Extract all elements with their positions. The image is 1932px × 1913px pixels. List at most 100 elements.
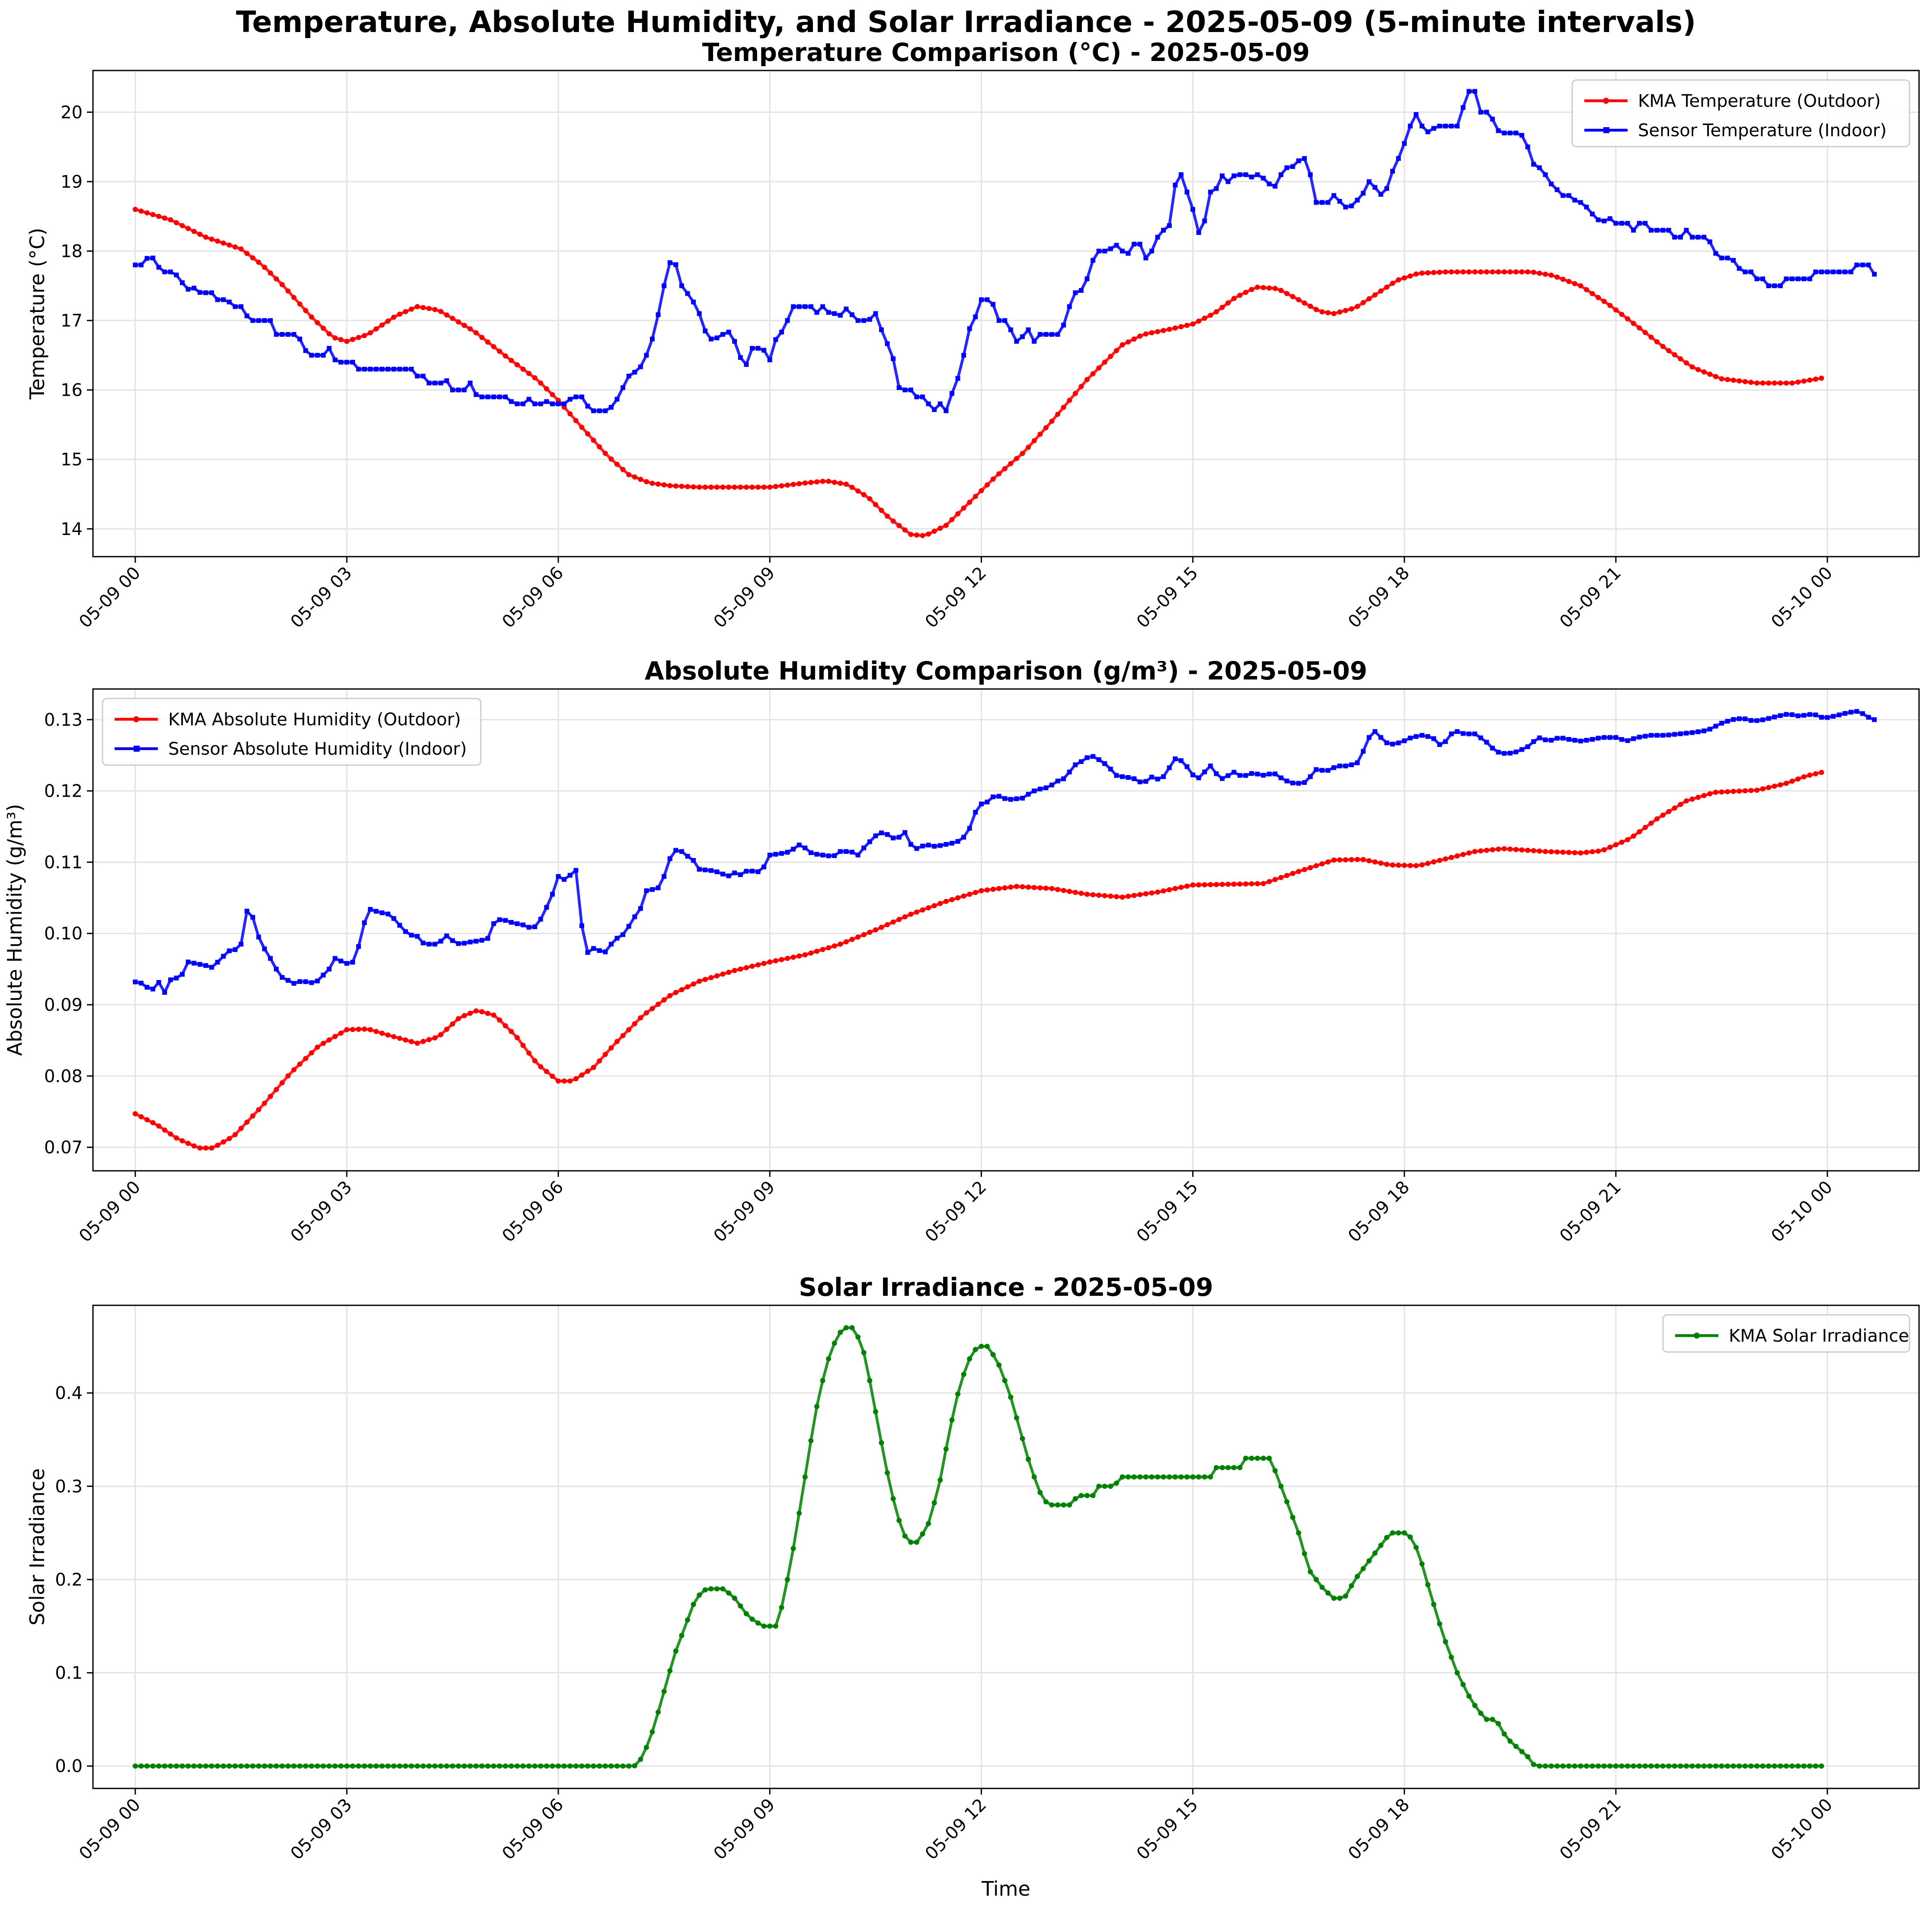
data-point: [1167, 887, 1172, 893]
legend-frame: [102, 698, 482, 766]
x-tick-label: 05-09 21: [1556, 563, 1625, 632]
data-point: [714, 973, 720, 979]
data-point: [509, 1029, 514, 1034]
data-point: [244, 250, 249, 256]
data-point: [526, 1050, 532, 1056]
data-point: [808, 1438, 814, 1443]
data-point: [1637, 221, 1642, 226]
data-point: [502, 1763, 508, 1769]
data-point: [1854, 709, 1859, 714]
data-point: [944, 408, 949, 413]
data-point: [1084, 276, 1090, 282]
data-point: [1390, 1530, 1395, 1536]
data-point: [1466, 850, 1472, 856]
data-point: [215, 297, 220, 302]
data-point: [920, 533, 925, 538]
data-point: [461, 323, 467, 328]
data-point: [1590, 291, 1595, 296]
data-point: [1178, 324, 1184, 330]
data-point: [656, 885, 661, 891]
data-point: [1702, 234, 1707, 240]
data-point: [1831, 269, 1836, 275]
data-point: [332, 1763, 338, 1769]
data-point: [1525, 144, 1530, 150]
data-point: [285, 288, 291, 294]
data-point: [1360, 857, 1366, 862]
data-point: [150, 212, 156, 218]
data-point: [303, 308, 308, 313]
data-point: [232, 244, 238, 250]
data-point: [1648, 228, 1654, 233]
data-point: [785, 482, 790, 488]
data-point: [1613, 221, 1619, 226]
data-point: [1402, 141, 1407, 146]
data-point: [1108, 893, 1113, 899]
data-point: [932, 407, 937, 412]
data-point: [1519, 747, 1524, 752]
data-point: [1331, 857, 1337, 863]
data-point: [1413, 271, 1419, 277]
data-point: [1202, 882, 1207, 888]
data-point: [785, 318, 790, 323]
data-point: [1414, 112, 1419, 117]
data-point: [714, 484, 720, 490]
data-point: [1102, 893, 1107, 898]
data-point: [832, 480, 837, 485]
data-point: [926, 905, 931, 910]
data-point: [1689, 796, 1695, 802]
data-point: [502, 1023, 508, 1029]
data-point: [1325, 200, 1331, 205]
data-point: [391, 916, 397, 921]
data-point: [1237, 881, 1243, 887]
data-point: [996, 318, 1001, 323]
data-point: [1525, 1754, 1531, 1759]
data-point: [438, 1032, 444, 1038]
data-point: [532, 401, 537, 407]
data-point: [1672, 732, 1677, 737]
data-point: [1725, 1763, 1730, 1769]
data-point: [1695, 234, 1701, 240]
data-point: [1854, 263, 1859, 268]
data-point: [1730, 378, 1736, 383]
data-point: [1795, 1763, 1801, 1769]
data-point: [1090, 371, 1096, 377]
data-point: [902, 527, 908, 533]
data-point: [1790, 276, 1795, 282]
data-point: [685, 1617, 691, 1623]
data-point: [1637, 1763, 1642, 1769]
data-point: [1678, 1763, 1683, 1769]
x-tick-label: 05-10 00: [1767, 563, 1836, 632]
data-point: [420, 1038, 426, 1044]
data-point: [679, 484, 685, 489]
data-point: [1378, 1542, 1384, 1548]
data-point: [1443, 856, 1448, 862]
data-point: [509, 399, 514, 404]
data-point: [1196, 318, 1202, 324]
data-point: [673, 1648, 678, 1654]
data-point: [1772, 1763, 1777, 1769]
data-point: [1425, 129, 1430, 135]
data-point: [1220, 776, 1225, 781]
data-point: [908, 532, 914, 537]
data-point: [1008, 797, 1013, 802]
series-2: [133, 709, 1877, 995]
data-point: [1196, 882, 1202, 888]
data-point: [885, 513, 890, 519]
data-point: [1337, 1596, 1343, 1601]
x-tick-label: 05-09 09: [710, 1795, 779, 1864]
data-point: [250, 1113, 256, 1119]
data-point: [1349, 306, 1354, 312]
data-point: [791, 304, 796, 309]
data-point: [614, 1763, 620, 1769]
data-point: [1184, 764, 1190, 769]
data-point: [1619, 221, 1624, 226]
data-point: [1208, 313, 1213, 318]
data-point: [1113, 348, 1119, 353]
data-point: [1525, 269, 1531, 275]
data-point: [1719, 376, 1724, 381]
data-point: [1284, 1499, 1289, 1505]
data-point: [1172, 325, 1178, 331]
data-point: [779, 957, 784, 962]
data-point: [1872, 272, 1877, 277]
data-point: [1072, 391, 1078, 396]
